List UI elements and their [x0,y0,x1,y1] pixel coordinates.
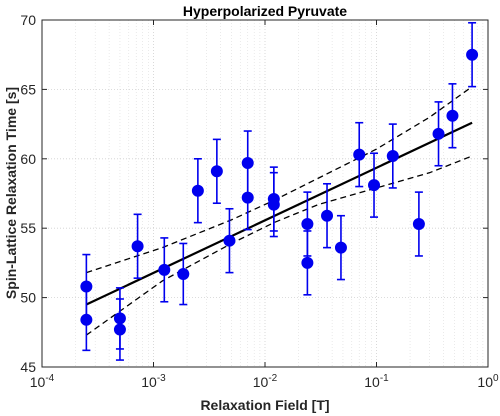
data-point [386,150,399,163]
x-tick-label: 10-2 [253,373,278,390]
data-point [191,184,204,197]
chart-title: Hyperpolarized Pyruvate [183,3,347,19]
x-tick-label: 100 [477,373,499,390]
fit-line [85,121,473,306]
x-axis-label: Relaxation Field [T] [200,397,329,413]
data-point [446,109,459,122]
data-point [368,179,381,192]
data-point [321,209,334,222]
ticks: 10-4 10-3 10-2 10-1 100 45 50 55 60 65 70 [20,12,499,390]
data-point [353,148,366,161]
y-tick-label: 55 [20,220,36,236]
data-point [223,234,236,247]
data-point [158,263,171,276]
y-axis-label: Spin-Lattice Relaxation Time [s] [3,87,19,299]
data-point [131,240,144,253]
y-tick-label: 45 [20,359,36,375]
confidence-upper-line [86,86,473,274]
data-layer [80,21,479,361]
data-point [113,323,126,336]
confidence-lower-line [85,155,473,336]
y-tick-label: 60 [20,151,36,167]
x-tick-label: 10-1 [364,373,389,390]
data-point [210,165,223,178]
data-point [267,198,280,211]
data-point [466,48,479,61]
data-point [301,256,314,269]
data-point [241,191,254,204]
y-tick-label: 50 [20,290,36,306]
data-point [177,268,190,281]
data-point [80,313,93,326]
data-point [432,127,445,140]
grid [41,19,489,368]
y-tick-label: 70 [20,12,36,28]
x-tick-label: 10-4 [30,373,55,390]
data-point [412,218,425,231]
data-point [334,241,347,254]
x-tick-label: 10-3 [141,373,166,390]
y-tick-label: 65 [20,81,36,97]
data-point [301,218,314,231]
